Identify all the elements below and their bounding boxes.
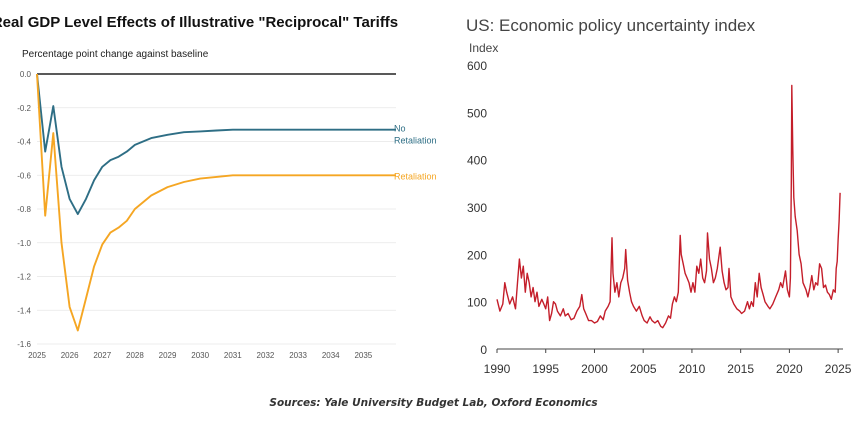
left-x-tick-label: 2028 <box>126 351 144 360</box>
left-x-tick-label: 2032 <box>257 351 275 360</box>
right-x-tick-label: 1990 <box>484 362 511 376</box>
left-y-tick-label: -0.6 <box>17 171 31 180</box>
left-gdp-chart: Real GDP Level Effects of Illustrative "… <box>0 14 437 360</box>
left-series-label: Retaliation <box>394 136 437 146</box>
left-gridlines <box>37 107 396 345</box>
right-y-tick-label: 300 <box>467 201 487 215</box>
right-y-tick-label: 200 <box>467 248 487 262</box>
left-y-tick-label: -0.8 <box>17 205 31 214</box>
right-x-tick-label: 2015 <box>727 362 754 376</box>
left-y-tick-label: -1.2 <box>17 273 31 282</box>
right-y-tick-labels: 0 100 200 300 400 500 600 <box>467 59 487 357</box>
left-series-label: No <box>394 124 406 134</box>
right-chart-title: US: Economic policy uncertainty index <box>466 16 756 35</box>
right-y-tick-label: 400 <box>467 154 487 168</box>
left-x-tick-label: 2027 <box>93 351 111 360</box>
right-y-tick-label: 600 <box>467 59 487 73</box>
left-x-tick-label: 2030 <box>191 351 209 360</box>
left-x-tick-label: 2025 <box>28 351 46 360</box>
left-series-label: Retaliation <box>394 171 437 181</box>
left-x-tick-label: 2031 <box>224 351 242 360</box>
left-y-tick-label: -0.4 <box>17 138 31 147</box>
right-x-tick-label: 2000 <box>581 362 608 376</box>
right-series-lines <box>496 84 841 329</box>
left-series-lines <box>36 73 396 332</box>
right-x-tick-labels: 1990 1995 2000 2005 2010 2015 2020 2025 <box>484 362 852 376</box>
right-y-tick-label: 500 <box>467 106 487 120</box>
right-epu-series-line <box>496 84 841 329</box>
right-y-axis-label: Index <box>469 41 498 55</box>
left-y-tick-labels: 0.0 -0.2 -0.4 -0.6 -0.8 -1.0 -1.2 -1.4 -1.6 <box>17 70 31 349</box>
left-y-tick-label: -1.6 <box>17 340 31 349</box>
right-x-tick-label: 2005 <box>630 362 657 376</box>
left-x-tick-labels: 2025 2026 2027 2028 2029 2030 2031 2032 2033 2034… <box>28 351 373 360</box>
left-x-tick-label: 2034 <box>322 351 340 360</box>
left-series-line-no-retaliation <box>36 73 396 216</box>
left-x-tick-label: 2033 <box>289 351 307 360</box>
right-x-tick-label: 1995 <box>532 362 559 376</box>
source-caption: Sources: Yale University Budget Lab, Oxf… <box>269 397 598 409</box>
left-series-labels: No Retaliation Retaliation <box>394 124 437 182</box>
left-y-tick-label: -1.0 <box>17 239 31 248</box>
left-y-tick-label: 0.0 <box>20 70 32 79</box>
right-x-tick-marks <box>496 349 839 353</box>
left-series-line-retaliation <box>36 73 396 332</box>
right-y-tick-label: 100 <box>467 296 487 310</box>
left-chart-title: Real GDP Level Effects of Illustrative "… <box>0 14 398 31</box>
right-epu-chart: US: Economic policy uncertainty index In… <box>466 16 852 376</box>
left-x-tick-label: 2026 <box>61 351 79 360</box>
right-x-tick-label: 2020 <box>776 362 803 376</box>
right-x-tick-label: 2025 <box>825 362 852 376</box>
left-x-tick-label: 2035 <box>354 351 372 360</box>
left-y-tick-label: -0.2 <box>17 104 31 113</box>
left-y-tick-label: -1.4 <box>17 306 31 315</box>
left-x-tick-label: 2029 <box>159 351 177 360</box>
left-chart-subtitle: Percentage point change against baseline <box>22 49 209 60</box>
right-y-tick-label: 0 <box>480 343 487 357</box>
right-x-tick-label: 2010 <box>679 362 706 376</box>
